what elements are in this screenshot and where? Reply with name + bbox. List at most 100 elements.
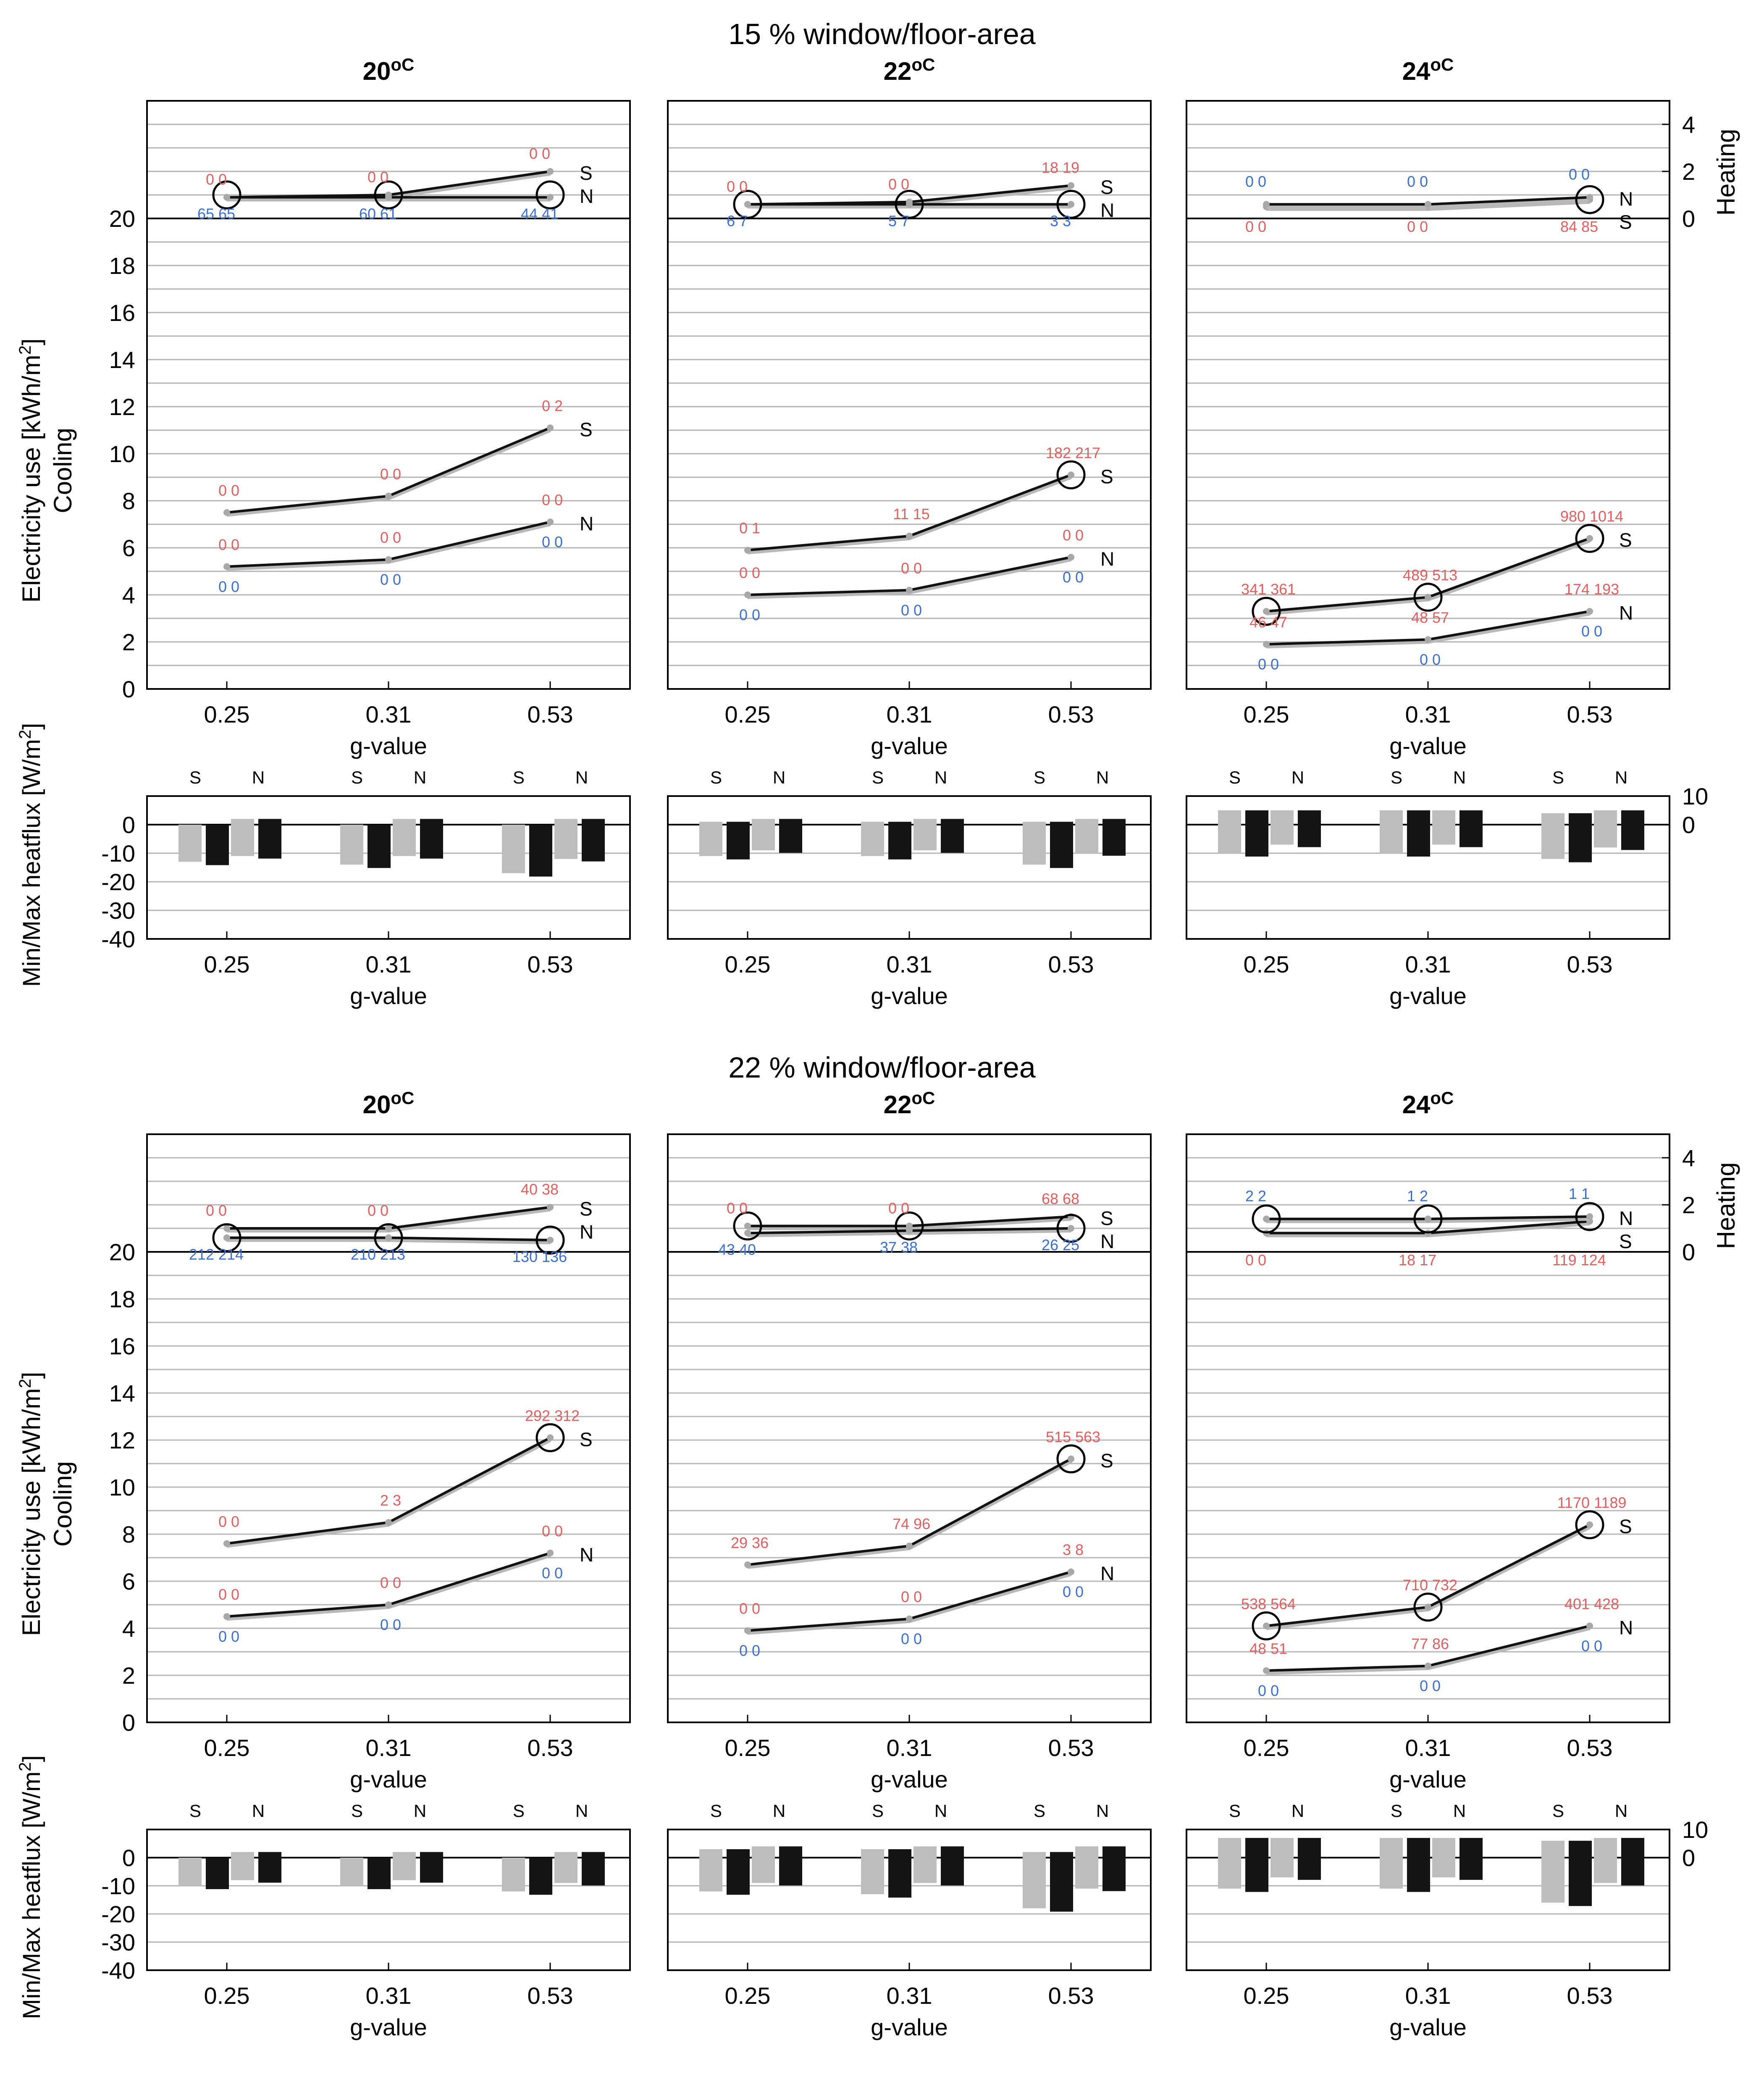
cooling-point-S — [744, 1561, 751, 1568]
flux-bar-S-min-max — [529, 1858, 552, 1895]
flux-y-tick-label: -30 — [101, 897, 135, 924]
flux-bar-N-min-max — [779, 819, 802, 853]
flux-bar-S-min-max — [1218, 810, 1241, 853]
flux-bar-S-min-max — [340, 825, 363, 865]
heating-point-N — [744, 1230, 751, 1237]
cooling-point-N — [1068, 1568, 1074, 1575]
cooling-point-N — [1425, 1662, 1431, 1669]
flux-bar-N-min-max — [393, 819, 416, 856]
heating-marker-circle — [895, 189, 924, 219]
heating-series-label-S: S — [580, 1198, 593, 1220]
cooling-y-tick-label: 10 — [109, 1474, 135, 1501]
cooling-red-annotation-S: 0 0 — [380, 465, 401, 483]
cooling-y-tick-label: 18 — [109, 252, 135, 279]
cooling-blue-annotation-N: 0 0 — [542, 533, 563, 550]
flux-bar-N-min-max — [1298, 810, 1321, 847]
flux-bar-S-min-max — [861, 1849, 884, 1895]
cooling-red-annotation-N: 0 0 — [380, 529, 401, 546]
cooling-point-S — [1068, 471, 1074, 478]
heating-marker-circle — [374, 180, 403, 210]
flux-bar-S-min-max — [1023, 1852, 1046, 1908]
flux-panel-2-2: 0.25 S N 0.31 S N 0.53 S Ng-value — [667, 1801, 1152, 2040]
flux-bar-N-min-max — [1432, 1838, 1455, 1877]
flux-bar-S-min-max — [1380, 1838, 1403, 1889]
flux-S-label: S — [189, 768, 201, 787]
heating-series-label-N: N — [1619, 1207, 1633, 1229]
cooling-red-annotation-N: 48 57 — [1411, 609, 1449, 626]
flux-bar-S-min-max — [1569, 813, 1592, 862]
heating-blue-annotation: 0 0 — [1569, 166, 1590, 183]
flux-bar-S-min-max — [178, 825, 202, 862]
x-tick-label: 0.25 — [204, 701, 250, 728]
cooling-y-tick-label: 12 — [109, 394, 135, 420]
cooling-blue-annotation-N: 0 0 — [739, 606, 760, 623]
flux-N-label: N — [1096, 1801, 1109, 1821]
heating-y-tick-label: 0 — [1682, 205, 1695, 232]
cooling-red-annotation-N: 48 51 — [1250, 1640, 1287, 1657]
heating-marker-circle — [733, 1211, 762, 1241]
x-tick-label: 0.53 — [1048, 951, 1094, 978]
heating-y-tick-label: 4 — [1682, 111, 1695, 138]
heating-marker-circle — [212, 180, 242, 210]
flux-S-label: S — [1229, 1801, 1241, 1821]
flux-bar-N-min-max — [1075, 819, 1098, 853]
flux-N-label: N — [1453, 1801, 1466, 1821]
x-tick-label: 0.31 — [1405, 951, 1451, 978]
cooling-point-N — [223, 563, 230, 570]
x-tick-label: 0.25 — [1244, 1735, 1289, 1761]
heating-point-S — [906, 1222, 913, 1230]
flux-S-label: S — [189, 1801, 201, 1821]
cooling-series-label-S: S — [580, 418, 593, 440]
flux-bar-S-min-max — [1380, 810, 1403, 853]
heating-point-S — [1068, 182, 1074, 189]
heating-point-N — [1586, 194, 1593, 201]
heating-red-annotation: 119 124 — [1552, 1251, 1606, 1269]
flux-bar-N-min-max — [1102, 1846, 1126, 1891]
flux-bar-N-min-max — [393, 1852, 416, 1880]
flux-bar-S-min-max — [340, 1858, 363, 1886]
flux-bar-S-min-max — [368, 825, 391, 868]
flux-S-label: S — [1391, 1801, 1402, 1821]
flux-panel-1-1: 0.25 S N 0.31 S N 0.53 S Ng-value -40-30-20-100 — [101, 768, 631, 1009]
heating-blue-annotation: 6 7 — [727, 212, 748, 229]
cooling-marker-circle — [1575, 524, 1604, 553]
cooling-marker-circle — [1413, 583, 1443, 612]
flux-bar-N-min-max — [752, 819, 775, 851]
flux-bar-S-min-max — [502, 825, 525, 873]
heating-red-annotation: 0 0 — [206, 171, 227, 188]
cooling-point-S — [385, 1519, 392, 1526]
cooling-blue-annotation-N: 0 0 — [901, 602, 922, 619]
heating-point-N — [744, 201, 751, 208]
cooling-red-annotation-N: 0 0 — [739, 564, 760, 581]
x-tick-label: 0.25 — [204, 951, 250, 978]
heating-point-N — [1263, 1215, 1270, 1222]
cooling-marker-circle — [1413, 1593, 1443, 1622]
cooling-red-annotation-S: 515 563 — [1046, 1428, 1100, 1446]
cooling-marker-circle — [1252, 1611, 1281, 1640]
x-tick-label: 0.31 — [1405, 1982, 1451, 2009]
cooling-point-S — [547, 424, 554, 431]
cooling-series-label-N: N — [1100, 548, 1114, 570]
cooling-point-S — [1425, 594, 1431, 601]
flux-bar-N-min-max — [258, 1852, 281, 1883]
flux-S-label: S — [351, 1801, 363, 1821]
flux-bar-S-min-max — [1218, 1838, 1241, 1889]
heating-marker-circle — [1575, 185, 1604, 214]
cooling-blue-annotation-N: 0 0 — [380, 1616, 401, 1633]
cooling-point-N — [385, 1601, 392, 1608]
heating-blue-annotation: 43 40 — [718, 1241, 756, 1258]
flux-bar-S-min-max — [178, 1858, 202, 1886]
heating-series-label-S: S — [1619, 1230, 1632, 1252]
flux-bar-S-min-max — [1407, 810, 1430, 857]
flux-S-label: S — [1552, 768, 1564, 787]
cooling-y-tick-label: 12 — [109, 1427, 135, 1454]
heating-red-annotation: 0 0 — [368, 1202, 388, 1219]
flux-y-tick-label: -10 — [101, 1873, 135, 1899]
x-axis-label: g-value — [1389, 1766, 1467, 1793]
cooling-point-N — [744, 1627, 751, 1634]
